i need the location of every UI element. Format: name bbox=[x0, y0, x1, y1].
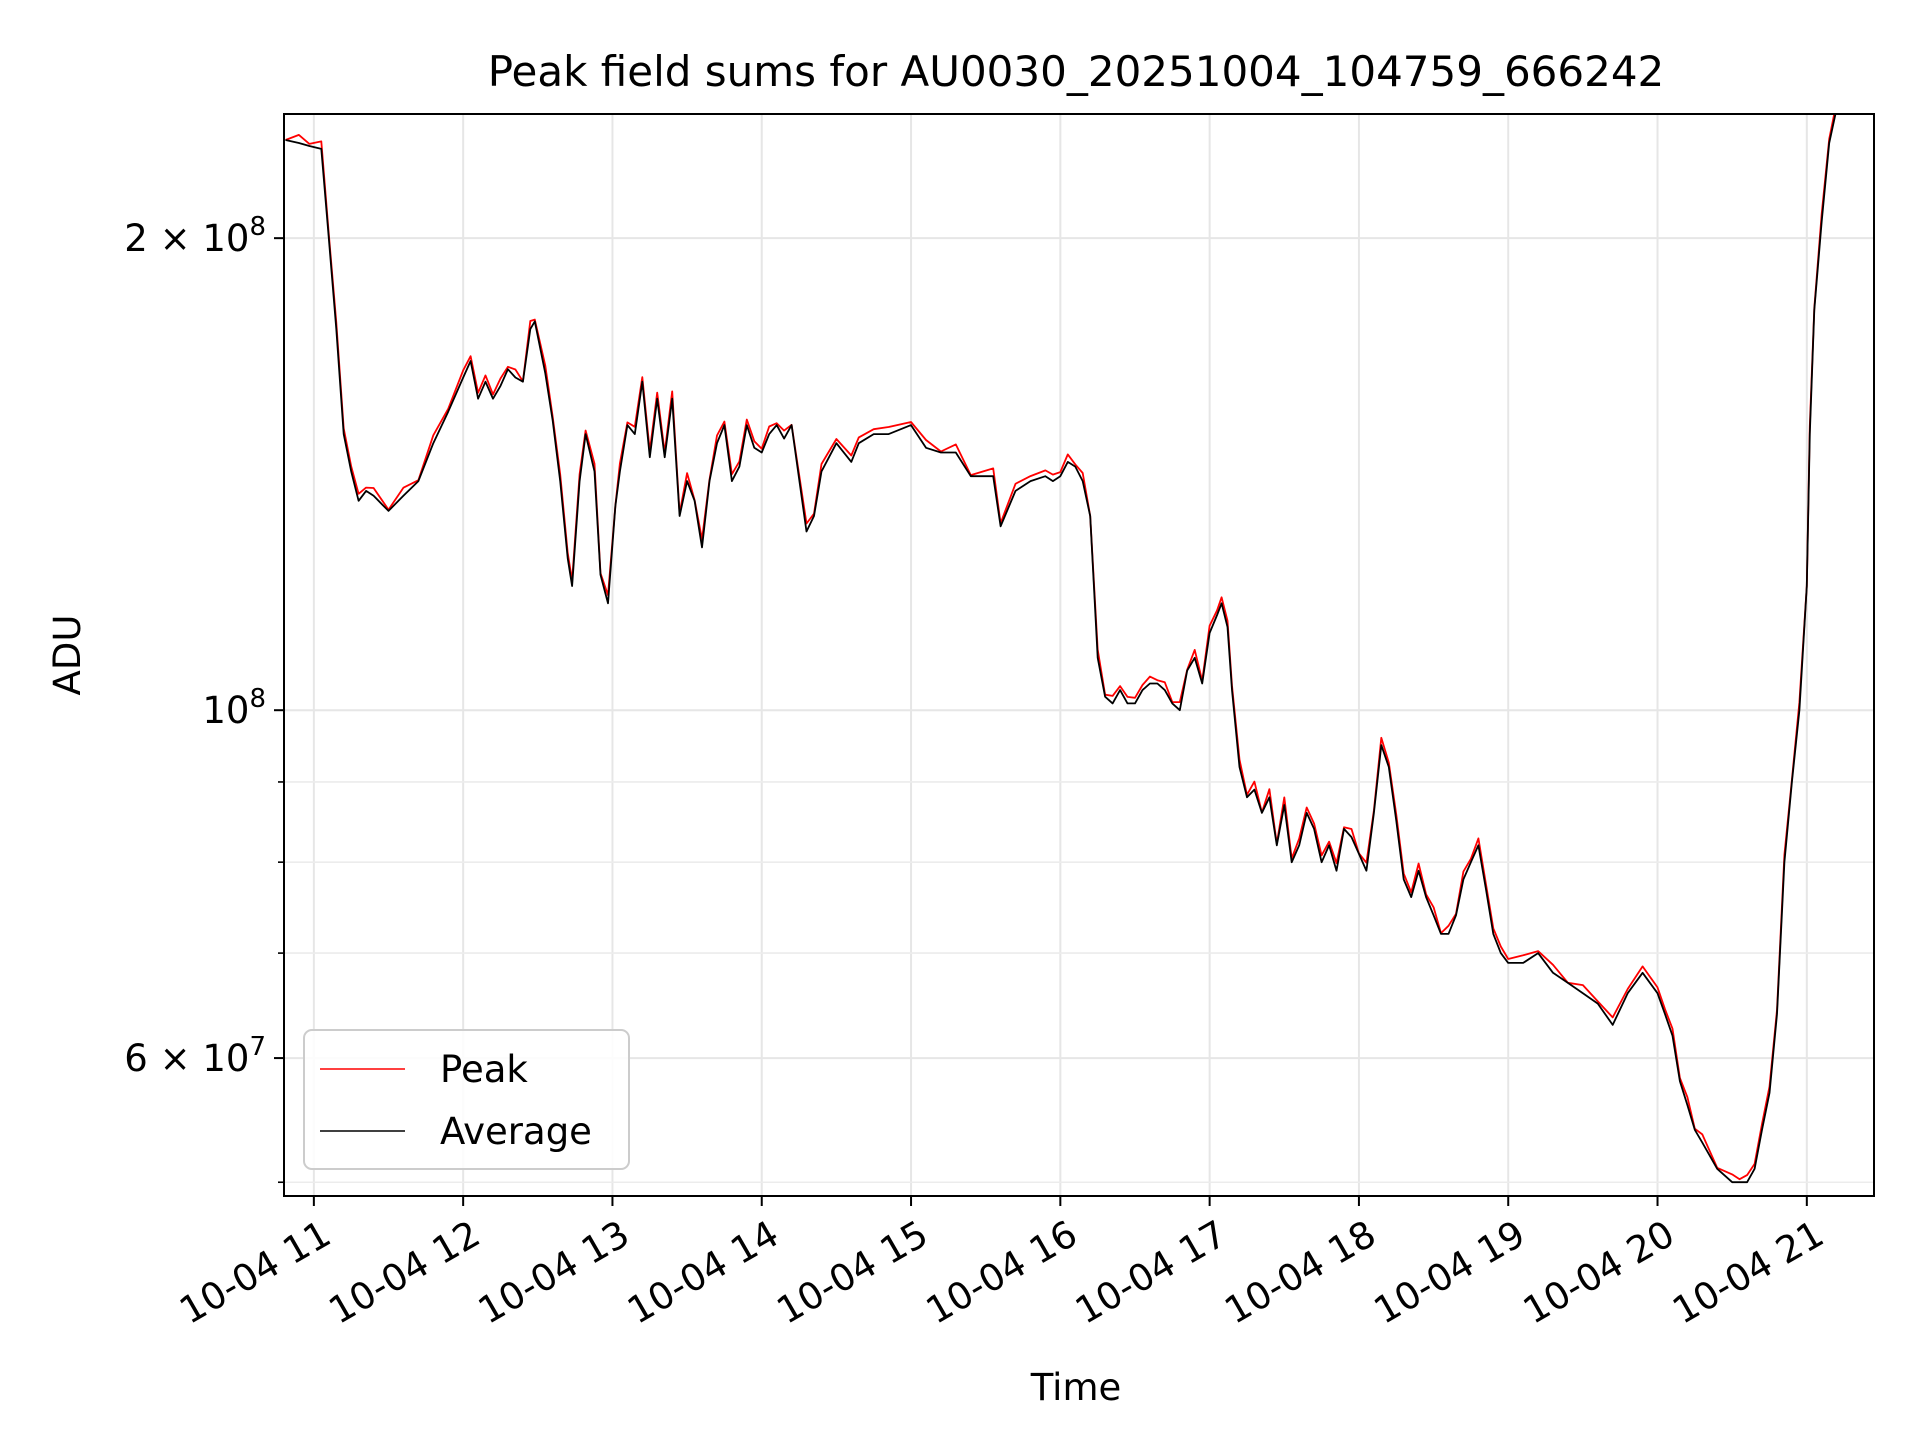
x-tick-label: 10-04 20 bbox=[1516, 1212, 1682, 1332]
chart-title: Peak field sums for AU0030_20251004_1047… bbox=[488, 47, 1665, 96]
x-tick-label: 10-04 13 bbox=[471, 1212, 637, 1332]
series-line-peak bbox=[285, 114, 1836, 1181]
x-tick-label: 10-04 14 bbox=[620, 1212, 786, 1332]
x-tick-label: 10-04 11 bbox=[172, 1212, 338, 1332]
x-tick-label: 10-04 18 bbox=[1217, 1212, 1383, 1332]
plot-series bbox=[285, 114, 1837, 1184]
y-tick-label: 2 × 108 bbox=[124, 212, 266, 260]
legend-box bbox=[303, 1029, 630, 1170]
grid-lines bbox=[284, 114, 1874, 1196]
series-line-average bbox=[285, 114, 1837, 1184]
legend-label-average: Average bbox=[440, 1110, 592, 1153]
x-tick-label: 10-04 21 bbox=[1665, 1212, 1831, 1332]
x-tick-label: 10-04 15 bbox=[770, 1212, 936, 1332]
plot-frame bbox=[283, 113, 1875, 1197]
x-tick-label: 10-04 19 bbox=[1367, 1212, 1533, 1332]
y-tick-label: 6 × 107 bbox=[124, 1032, 266, 1080]
x-tick-label: 10-04 17 bbox=[1068, 1212, 1234, 1332]
y-axis-label: ADU bbox=[46, 615, 89, 696]
x-tick-label: 10-04 16 bbox=[919, 1212, 1085, 1332]
y-tick-label: 108 bbox=[202, 684, 266, 732]
y-axis-ticks: 2 × 108 108 6 × 107 bbox=[124, 212, 284, 1080]
legend-label-peak: Peak bbox=[440, 1048, 528, 1091]
x-tick-label: 10-04 12 bbox=[322, 1212, 488, 1332]
legend: Peak Average bbox=[303, 1029, 630, 1170]
x-axis-label: Time bbox=[1030, 1366, 1122, 1409]
